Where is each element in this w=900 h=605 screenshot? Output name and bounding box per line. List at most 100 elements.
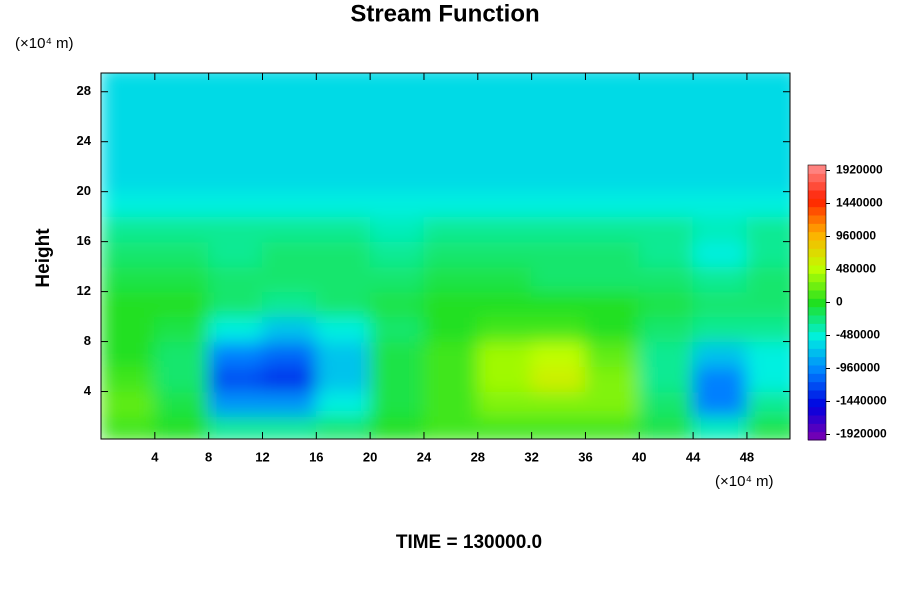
field-cell — [315, 266, 371, 293]
field-cell — [261, 391, 317, 418]
field-cell — [208, 391, 263, 418]
field-cell — [477, 241, 533, 268]
field-cell — [315, 241, 371, 268]
field-cell — [531, 91, 586, 118]
field-cell — [692, 91, 748, 118]
field-cell — [315, 316, 371, 343]
field-cell — [692, 341, 748, 368]
field-cell — [154, 416, 210, 439]
field-cell — [261, 291, 317, 318]
field-cell — [746, 216, 790, 243]
field-cell — [101, 116, 156, 143]
field-cell — [154, 216, 210, 243]
field-cell — [692, 73, 748, 93]
field-cell — [746, 73, 790, 93]
field-cell — [531, 316, 586, 343]
field-cell — [101, 191, 156, 218]
field-cell — [261, 216, 317, 243]
field-cell — [638, 391, 694, 418]
field-cell — [746, 141, 790, 168]
x-tick-label: 32 — [524, 449, 538, 464]
field-cell — [154, 191, 210, 218]
colorbar-band — [808, 331, 826, 341]
field-cell — [638, 416, 694, 439]
field-cell — [477, 391, 533, 418]
field-cell — [584, 341, 640, 368]
y-axis-label: Height — [33, 228, 54, 288]
field-cell — [531, 216, 586, 243]
y-tick-label: 28 — [77, 83, 91, 98]
field-cell — [531, 141, 586, 168]
field-cell — [261, 116, 317, 143]
colorbar-band — [808, 406, 826, 416]
field-cell — [638, 241, 694, 268]
field-cell — [638, 366, 694, 393]
field-cell — [746, 391, 790, 418]
colorbar-band — [808, 215, 826, 224]
colorbar-tick-label: 1440000 — [836, 196, 883, 210]
field-cell — [423, 416, 479, 439]
field-cell — [101, 391, 156, 418]
colorbar-tick-label: 1920000 — [836, 163, 883, 177]
field-cell — [638, 291, 694, 318]
field-cell — [154, 291, 210, 318]
x-tick-label: 28 — [471, 449, 485, 464]
field-cell — [154, 166, 210, 193]
field-cell — [477, 266, 533, 293]
field-cell — [369, 216, 425, 243]
colorbar-band — [808, 256, 826, 266]
colorbar-tick-label: 960000 — [836, 229, 876, 243]
field-cell — [208, 241, 263, 268]
colorbar-band — [808, 181, 826, 191]
colorbar-band — [808, 273, 826, 283]
field-cell — [423, 316, 479, 343]
colorbar-band — [808, 248, 826, 258]
field-cell — [423, 166, 479, 193]
x-tick-label: 16 — [309, 449, 323, 464]
field-cell — [315, 416, 371, 439]
field-cell — [261, 266, 317, 293]
colorbar-band — [808, 373, 826, 383]
field-cell — [638, 116, 694, 143]
field-cell — [154, 366, 210, 393]
y-unit: (×10⁴ m) — [15, 35, 74, 52]
field-cell — [746, 116, 790, 143]
colorbar-tick-label: -1920000 — [836, 427, 887, 441]
field-cell — [315, 216, 371, 243]
y-tick-label: 12 — [77, 283, 91, 298]
field-cell — [746, 316, 790, 343]
field-cell — [638, 141, 694, 168]
field-cell — [369, 91, 425, 118]
field-cell — [261, 341, 317, 368]
colorbar-band — [808, 281, 826, 291]
field-cell — [369, 366, 425, 393]
field-cell — [692, 166, 748, 193]
field-cell — [369, 166, 425, 193]
field-cell — [315, 191, 371, 218]
x-tick-label: 20 — [363, 449, 377, 464]
field-cell — [477, 141, 533, 168]
field-cell — [477, 341, 533, 368]
field-cell — [584, 416, 640, 439]
field-cell — [477, 366, 533, 393]
field-cell — [101, 141, 156, 168]
field-cell — [315, 91, 371, 118]
field-cell — [692, 191, 748, 218]
x-tick-label: 4 — [151, 449, 159, 464]
colorbar-band — [808, 390, 826, 399]
field-cell — [261, 91, 317, 118]
field-cell — [315, 73, 371, 93]
field-cell — [261, 316, 317, 343]
field-cell — [746, 266, 790, 293]
field-cell — [208, 91, 263, 118]
colorbar: 1920000 1440000 960000 480000 0 -480000 -96000… — [807, 163, 887, 441]
colorbar-band — [808, 356, 826, 366]
footer-time: TIME = 130000.0 — [396, 532, 542, 553]
x-tick-label: 36 — [578, 449, 592, 464]
field-cell — [101, 73, 156, 93]
field-cell — [692, 141, 748, 168]
colorbar-tick-label: 0 — [836, 295, 843, 309]
field-cell — [154, 241, 210, 268]
